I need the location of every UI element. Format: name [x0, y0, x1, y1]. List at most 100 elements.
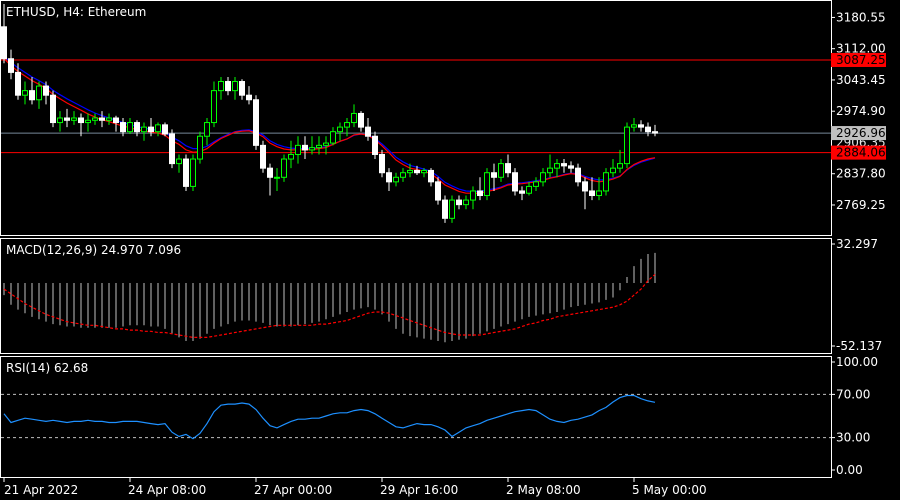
bullish-candle [421, 169, 427, 174]
bearish-candle [64, 117, 70, 121]
bearish-candle [652, 131, 658, 134]
bearish-candle [8, 58, 14, 73]
rsi-panel[interactable]: RSI(14) 62.68 [0, 356, 832, 478]
bearish-candle [120, 122, 126, 133]
level-price-tag [831, 145, 886, 160]
bearish-candle [519, 190, 525, 194]
bearish-candle [435, 181, 441, 201]
bearish-candle [456, 199, 462, 206]
bullish-candle [127, 122, 133, 133]
bullish-candle [407, 169, 413, 174]
bullish-candle [218, 81, 224, 92]
bullish-candle [547, 167, 553, 174]
current-price-tag-label: 2926.96 [836, 126, 886, 140]
bearish-candle [15, 71, 21, 96]
macd-panel[interactable]: MACD(12,26,9) 24.970 7.096 [0, 238, 832, 354]
bearish-candle [442, 199, 448, 219]
bullish-candle [71, 117, 77, 121]
macd-tick-label: 32.297 [836, 237, 878, 251]
bearish-candle [582, 181, 588, 192]
bearish-candle [477, 190, 483, 197]
macd-signal-line [3, 273, 656, 338]
macd-panel-frame [0, 238, 832, 354]
bullish-candle [92, 117, 98, 121]
bearish-candle [1, 26, 7, 60]
time-tick-label: 2 May 08:00 [506, 483, 581, 497]
bearish-candle [505, 163, 511, 174]
time-tick-label: 21 Apr 2022 [4, 483, 78, 497]
bullish-candle [85, 119, 91, 124]
rsi-tick-label: 70.00 [836, 387, 870, 401]
rsi-title: RSI(14) 62.68 [6, 361, 88, 375]
bearish-candle [148, 126, 154, 133]
macd-title: MACD(12,26,9) 24.970 7.096 [6, 243, 181, 257]
bullish-candle [57, 117, 63, 124]
bullish-candle [498, 163, 504, 178]
bearish-candle [379, 153, 385, 174]
bearish-candle [561, 163, 567, 167]
price-chart-title: ETHUSD, H4: Ethereum [6, 5, 146, 19]
bearish-candle [253, 99, 259, 146]
bullish-candle [470, 190, 476, 201]
rsi-tick-label: 100.00 [836, 355, 878, 369]
time-tick-label: 24 Apr 08:00 [128, 483, 206, 497]
price-tick-label: 3112.00 [836, 42, 886, 56]
bullish-candle [36, 85, 42, 101]
bullish-candle [155, 124, 161, 133]
bullish-candle [400, 172, 406, 178]
price-axis: 3180.55 3112.00 3043.45 2974.90 2837.80 2769.… [831, 10, 886, 212]
price-tick-label: 3180.55 [836, 10, 886, 24]
bullish-candle [232, 81, 238, 92]
bullish-candle [540, 172, 546, 183]
bearish-candle [169, 133, 175, 165]
time-tick-label: 27 Apr 00:00 [254, 483, 332, 497]
bearish-candle [162, 124, 168, 135]
price-tick-label: 2974.90 [836, 104, 886, 118]
bullish-candle [596, 190, 602, 197]
bullish-candle [533, 181, 539, 187]
price-chart-panel[interactable]: ETHUSD, H4: Ethereum [0, 0, 832, 236]
bearish-candle [589, 190, 595, 197]
rsi-axis: 100.00 70.00 30.00 0.00 [831, 355, 878, 477]
bullish-candle [463, 199, 469, 206]
bullish-candle [351, 112, 357, 124]
time-tick-label: 5 May 00:00 [632, 483, 707, 497]
price-panel-frame [0, 0, 832, 236]
time-tick-label: 29 Apr 16:00 [380, 483, 458, 497]
level-price-tag [831, 52, 886, 67]
bullish-candle [323, 142, 329, 146]
bullish-candle [526, 185, 532, 194]
bearish-candle [50, 94, 56, 124]
price-tick-label: 2837.80 [836, 167, 886, 181]
bullish-candle [141, 126, 147, 133]
price-tick-label: 3043.45 [836, 73, 886, 87]
bullish-candle [197, 135, 203, 160]
bearish-candle [246, 94, 252, 101]
bearish-candle [575, 167, 581, 183]
bullish-candle [610, 167, 616, 174]
bullish-candle [176, 158, 182, 165]
bearish-candle [99, 117, 105, 121]
bullish-candle [344, 122, 350, 128]
price-tick-label: 2769.25 [836, 198, 886, 212]
bearish-candle [512, 172, 518, 192]
bullish-candle [190, 158, 196, 187]
bearish-candle [43, 85, 49, 96]
rsi-tick-label: 30.00 [836, 431, 870, 445]
bullish-candle [624, 126, 630, 165]
bearish-candle [267, 167, 273, 178]
bearish-candle [428, 169, 434, 183]
time-axis: 21 Apr 2022 24 Apr 08:00 27 Apr 00:00 29 Ap… [3, 477, 707, 497]
bearish-candle [638, 124, 644, 128]
macd-tick-label: -52.137 [836, 339, 882, 353]
bullish-candle [295, 144, 301, 155]
bullish-candle [631, 124, 637, 128]
bullish-candle [484, 172, 490, 197]
bullish-candle [316, 144, 322, 149]
bullish-candle [393, 176, 399, 183]
bullish-candle [22, 90, 28, 96]
bearish-candle [386, 172, 392, 183]
level-price-tag-label: 3087.25 [836, 53, 886, 67]
macd-axis: 32.297 -52.137 [831, 237, 882, 353]
